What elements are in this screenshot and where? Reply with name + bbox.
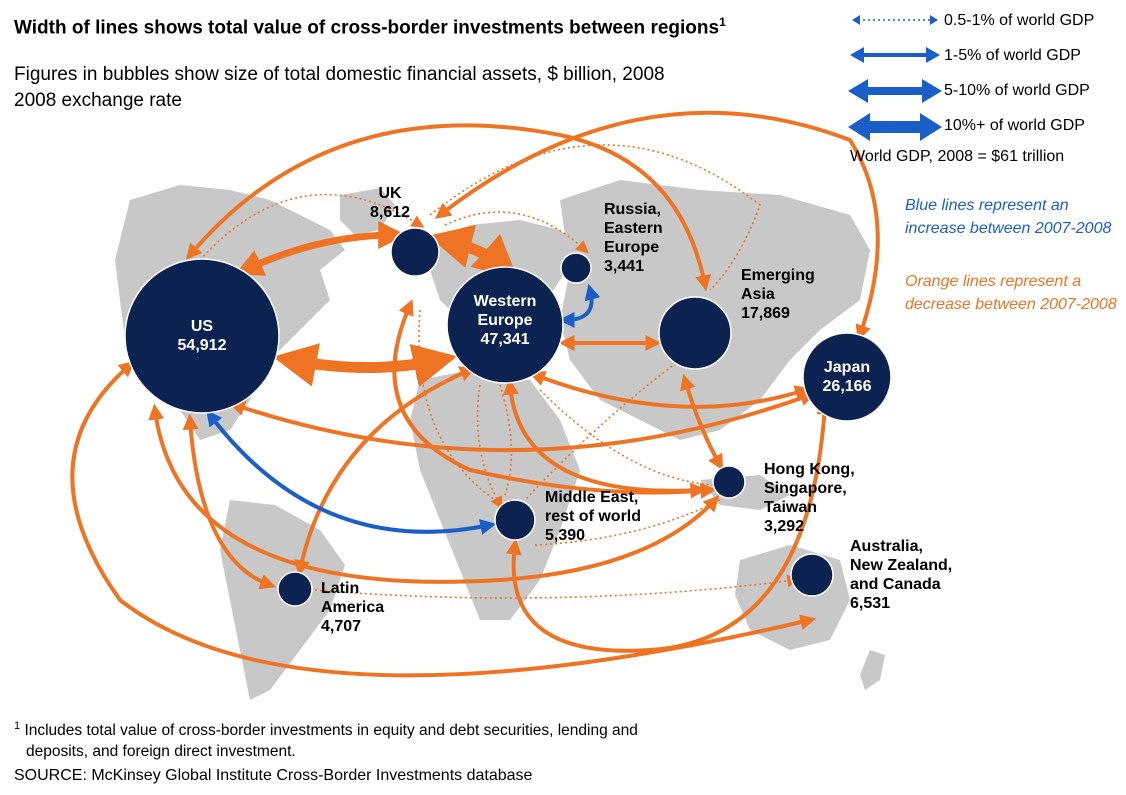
label-japan-value: 26,166 xyxy=(822,378,872,395)
label-western-europe-value: 47,341 xyxy=(480,331,530,348)
bubble-us xyxy=(124,258,280,414)
label-hong-kong-name: Hong Kong, Singapore, Taiwan xyxy=(764,461,855,516)
label-western-europe-name: Western Europe xyxy=(473,293,537,329)
bubble-japan xyxy=(802,332,892,422)
subtitle-line-1: Figures in bubbles show size of total do… xyxy=(14,64,665,85)
label-russia-value: 3,441 xyxy=(604,258,645,275)
bubble-australia xyxy=(790,553,834,597)
flow-us-aus xyxy=(70,360,817,678)
bubble-russia xyxy=(560,252,592,284)
legend-swatch-thin xyxy=(850,47,940,63)
title-text: Width of lines shows total value of cros… xyxy=(14,17,720,39)
flow-us-we xyxy=(272,343,458,388)
flow-we-hk xyxy=(502,378,707,499)
label-middle-east-value: 5,390 xyxy=(545,527,586,544)
new-zealand-shape xyxy=(860,650,885,690)
blue-lines-note: Blue lines represent an increase between… xyxy=(905,197,1112,237)
label-us-value: 54,912 xyxy=(177,337,227,354)
label-japan: Japan 26,166 xyxy=(807,358,887,396)
flow-us-uk xyxy=(234,221,407,276)
chart-title: Width of lines shows total value of cros… xyxy=(14,10,794,40)
flow-mideast-japan xyxy=(505,398,833,653)
title-footnote-marker: 1 xyxy=(719,15,726,29)
label-middle-east-name: Middle East, rest of world xyxy=(545,489,642,525)
label-hong-kong: Hong Kong, Singapore, Taiwan 3,292 xyxy=(764,460,884,536)
legend-label-thick: 10%+ of world GDP xyxy=(944,117,1085,134)
label-australia-name: Australia, New Zealand, and Canada xyxy=(850,538,953,593)
orange-lines-note: Orange lines represent a decrease betwee… xyxy=(905,273,1117,313)
label-middle-east: Middle East, rest of world 5,390 xyxy=(545,488,670,545)
label-latin-america-name: Latin America xyxy=(321,580,385,616)
blue-flows xyxy=(206,283,601,535)
flow-uk-we xyxy=(427,225,519,280)
bubble-hong-kong xyxy=(712,465,746,499)
legend-item-medium: 5-10% of world GDP xyxy=(848,78,1118,108)
label-hong-kong-value: 3,292 xyxy=(764,518,805,535)
world-gdp-note: World GDP, 2008 = $61 trillion xyxy=(850,148,1065,165)
legend-label-dotted: 0.5-1% of world GDP xyxy=(944,12,1095,29)
label-australia-value: 6,531 xyxy=(850,595,891,612)
bubble-uk xyxy=(390,227,440,277)
label-us: US 54,912 xyxy=(150,317,254,355)
legend-swatch-dotted xyxy=(852,15,938,25)
footnote: 1 Includes total value of cross-border i… xyxy=(14,716,814,762)
legend-item-thick: 10%+ of world GDP xyxy=(848,113,1118,143)
region-bubbles xyxy=(124,227,892,607)
label-emerging-asia: Emerging Asia 17,869 xyxy=(741,266,836,323)
bubble-middle-east xyxy=(494,499,536,541)
label-russia-name: Russia, Eastern Europe xyxy=(604,201,663,256)
label-australia: Australia, New Zealand, and Canada 6,531 xyxy=(850,537,976,613)
flow-dotted-us-uk xyxy=(199,193,425,261)
medium-flows xyxy=(234,221,407,276)
label-russia: Russia, Eastern Europe 3,441 xyxy=(604,200,684,276)
legend-swatch-thick xyxy=(848,113,942,141)
source-note: SOURCE: McKinsey Global Institute Cross-… xyxy=(14,767,533,784)
flow-blue-we-russia xyxy=(558,283,601,328)
legend-label-medium: 5-10% of world GDP xyxy=(944,82,1090,99)
label-japan-name: Japan xyxy=(823,359,871,376)
footnote-marker: 1 xyxy=(14,720,21,732)
bubble-emerging-asia xyxy=(658,296,732,370)
label-latin-america-value: 4,707 xyxy=(321,618,362,635)
bubble-western-europe xyxy=(446,266,564,384)
label-uk: UK 8,612 xyxy=(355,184,425,222)
legend-item-thin: 1-5% of world GDP xyxy=(848,43,1118,73)
footnote-line-2: deposits, and foreign direct investment. xyxy=(26,743,296,761)
legend-item-dotted: 0.5-1% of world GDP xyxy=(848,8,1118,38)
label-western-europe: Western Europe 47,341 xyxy=(455,292,555,349)
label-emerging-asia-value: 17,869 xyxy=(741,305,790,322)
label-latin-america: Latin America 4,707 xyxy=(321,579,401,636)
flow-blue-us-mideast xyxy=(206,409,497,535)
thick-flows xyxy=(272,225,519,388)
bubble-latin-america xyxy=(277,571,313,607)
flow-uk-japan xyxy=(434,110,880,342)
subtitle-line-2: 2008 exchange rate xyxy=(14,90,182,111)
legend-swatch-medium xyxy=(848,79,942,103)
label-emerging-asia-name: Emerging Asia xyxy=(741,267,815,303)
label-us-name: US xyxy=(190,318,214,335)
footnote-line-1: Includes total value of cross-border inv… xyxy=(24,722,638,740)
label-uk-name: UK xyxy=(378,185,402,202)
legend-label-thin: 1-5% of world GDP xyxy=(944,47,1081,64)
label-uk-value: 8,612 xyxy=(369,204,411,221)
